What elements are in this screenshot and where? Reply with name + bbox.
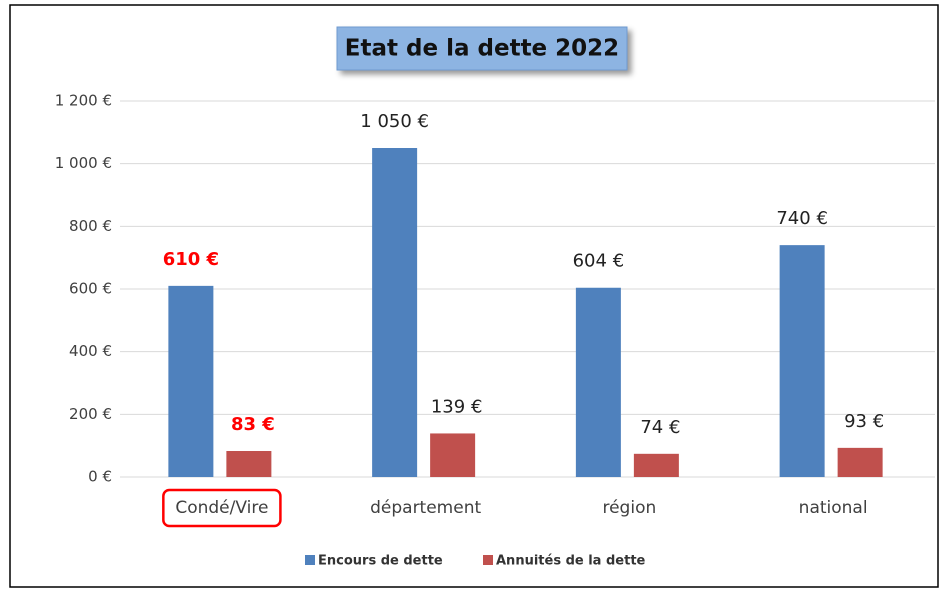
data-label: 610 € <box>163 249 219 270</box>
data-label: 93 € <box>844 411 884 432</box>
x-tick-label: département <box>370 498 481 518</box>
bar <box>226 450 272 477</box>
chart-title: Etat de la dette 2022 <box>345 36 619 62</box>
bar <box>168 285 214 477</box>
legend-label: Encours de dette <box>318 554 443 569</box>
x-tick-label: région <box>602 498 656 518</box>
x-tick-label: national <box>799 498 868 518</box>
data-label: 139 € <box>431 396 483 417</box>
bar <box>779 245 825 477</box>
y-tick-label: 800 € <box>69 217 112 235</box>
data-label: 1 050 € <box>360 111 429 132</box>
y-tick-label: 200 € <box>69 405 112 423</box>
highlight-box <box>162 488 282 528</box>
title-box <box>336 26 628 71</box>
bar <box>575 287 621 477</box>
data-label: 604 € <box>573 251 625 272</box>
bar <box>633 453 679 477</box>
legend-swatch <box>483 555 493 565</box>
bar <box>837 447 883 477</box>
bar <box>372 148 418 477</box>
bar <box>430 433 476 477</box>
y-tick-label: 600 € <box>69 280 112 298</box>
y-tick-label: 1 200 € <box>55 92 112 110</box>
y-tick-label: 0 € <box>88 468 112 486</box>
legend-swatch <box>305 555 315 565</box>
legend-label: Annuités de la dette <box>496 554 646 569</box>
y-tick-label: 1 000 € <box>55 154 112 172</box>
y-tick-label: 400 € <box>69 342 112 360</box>
data-label: 740 € <box>776 208 828 229</box>
data-label: 83 € <box>231 414 275 435</box>
x-tick-label: Condé/Vire <box>175 498 268 518</box>
data-label: 74 € <box>640 417 680 438</box>
